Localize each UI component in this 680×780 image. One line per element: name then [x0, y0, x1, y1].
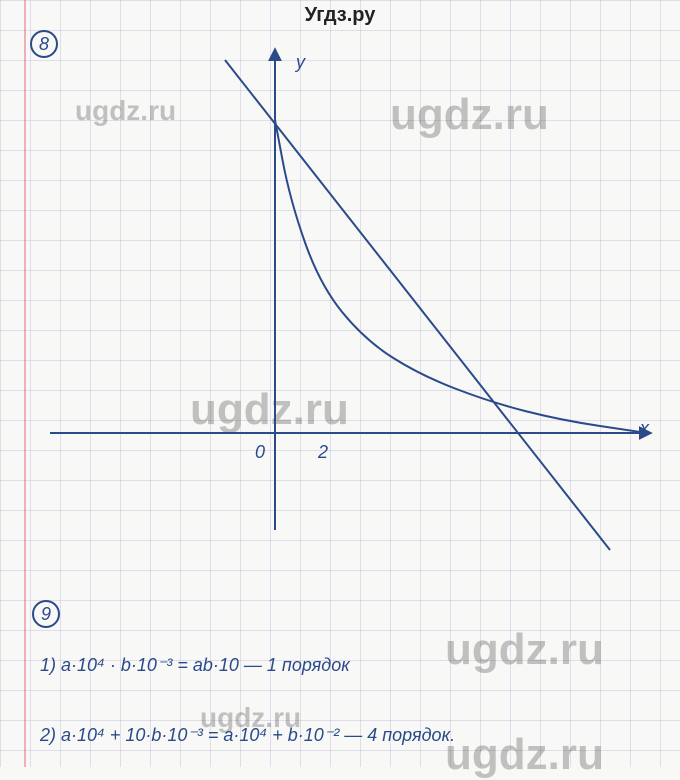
linear-function-line: [225, 60, 610, 550]
y-axis-label: y: [296, 52, 305, 73]
problem-number-9: 9: [32, 600, 60, 628]
problem-9-line-2: 2) a·10⁴ + 10·b·10⁻³ = a·10⁴ + b·10⁻² — …: [40, 725, 455, 746]
x-axis-label: x: [640, 418, 649, 439]
tick-2-label: 2: [318, 442, 328, 463]
origin-label: 0: [255, 442, 265, 463]
problem-number-9-label: 9: [41, 604, 51, 625]
curve-function-line: [275, 120, 640, 432]
page-header-title: Угдз.ру: [0, 4, 680, 27]
graph-plot: [20, 40, 660, 560]
problem-9-line-1: 1) a·10⁴ · b·10⁻³ = ab·10 — 1 порядок: [40, 655, 350, 676]
